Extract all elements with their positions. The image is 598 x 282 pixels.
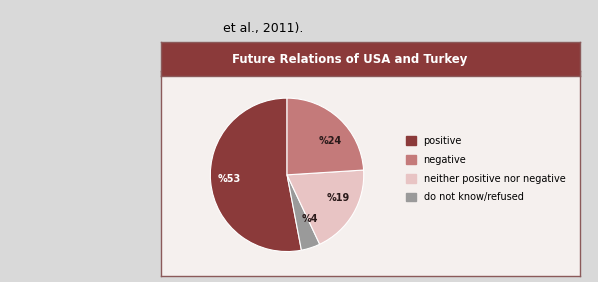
- Text: %19: %19: [327, 193, 350, 203]
- Text: %24: %24: [319, 136, 342, 146]
- Wedge shape: [287, 170, 364, 244]
- Text: Future Relations of USA and Turkey: Future Relations of USA and Turkey: [232, 53, 468, 66]
- Wedge shape: [287, 175, 320, 250]
- Text: %53: %53: [218, 174, 241, 184]
- Text: %4: %4: [301, 213, 318, 224]
- Legend: positive, negative, neither positive nor negative, do not know/refused: positive, negative, neither positive nor…: [403, 133, 568, 205]
- Wedge shape: [210, 98, 301, 252]
- Wedge shape: [287, 98, 364, 175]
- Text: et al., 2011).: et al., 2011).: [223, 22, 303, 35]
